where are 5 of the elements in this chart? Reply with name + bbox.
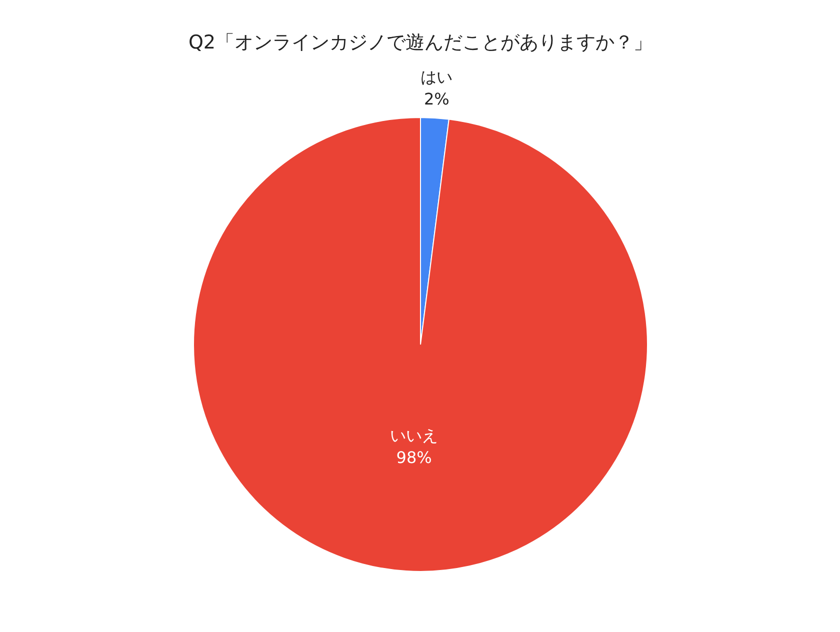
slice-label: いいえ bbox=[390, 426, 438, 445]
slice-label: はい bbox=[420, 68, 453, 87]
data-label: 98% bbox=[396, 448, 432, 467]
data-label: 2% bbox=[424, 90, 450, 109]
chart-title: Q2「オンラインカジノで遊んだことがありますか？」 bbox=[188, 32, 653, 54]
